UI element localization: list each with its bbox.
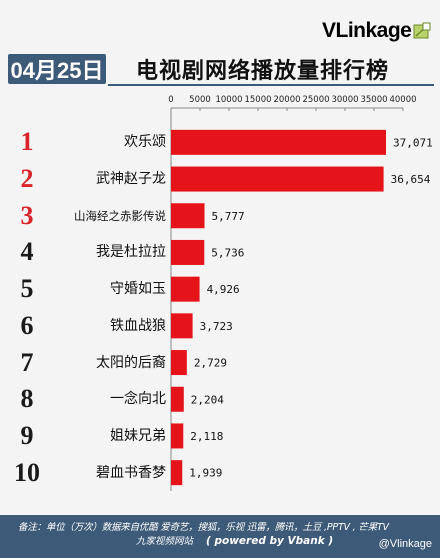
date-badge: 04月25日 (8, 54, 106, 84)
rank-number: 6 (20, 310, 34, 340)
rank-number: 5 (20, 274, 34, 304)
bar-value-label: 4,926 (207, 283, 240, 296)
bar (171, 386, 184, 412)
bar (171, 276, 200, 302)
x-tick-label: 10000 (215, 95, 242, 105)
x-tick-label: 30000 (331, 95, 358, 105)
bar (171, 460, 183, 486)
bar-value-label: 5,777 (212, 210, 245, 223)
bar (171, 423, 184, 449)
category-label: 铁血战狼 (110, 317, 166, 334)
bar-value-label: 37,071 (393, 136, 433, 149)
bar (171, 166, 384, 192)
bar-value-label: 2,729 (194, 357, 227, 370)
category-label: 姐妹兄弟 (110, 427, 166, 444)
category-label: 碧血书香梦 (96, 464, 166, 481)
footer-note-line2: 九家视频网站 ( powered by Vbank ) (136, 533, 333, 547)
category-label: 山海经之赤影传说 (74, 208, 166, 223)
rank-number: 7 (20, 347, 34, 377)
bar-value-label: 1,939 (189, 467, 222, 480)
brand-logo: VLinkage (322, 18, 431, 44)
watermark: @Vlinkage (378, 538, 432, 550)
x-tick-label: 15000 (244, 95, 271, 105)
rank-number: 3 (20, 200, 34, 230)
footer-source: 九家视频网站 (136, 536, 194, 547)
brand-logo-text: VLinkage (322, 19, 412, 42)
category-label: 我是杜拉拉 (96, 244, 166, 261)
category-label: 太阳的后裔 (96, 354, 166, 371)
x-tick-label: 5000 (189, 95, 211, 105)
x-tick-label: 0 (168, 95, 173, 105)
x-tick-label: 40000 (389, 95, 416, 105)
rank-number: 10 (14, 457, 40, 487)
rank-number: 4 (20, 237, 34, 267)
bar (171, 313, 193, 339)
bar (171, 203, 205, 229)
bar (171, 239, 205, 265)
footer-bar: 备注：单位（万次）数据来自优酷 爱奇艺，搜狐，乐视 迅雷，腾讯，土豆 ,PPTV… (0, 515, 440, 558)
logo-leaf-icon (413, 22, 431, 39)
category-label: 一念向北 (110, 391, 166, 408)
rank-number: 2 (20, 164, 34, 194)
category-label: 欢乐颂 (124, 134, 166, 151)
bar-value-label: 5,736 (211, 246, 244, 259)
x-tick-label: 35000 (360, 95, 387, 105)
rank-number: 8 (20, 384, 34, 414)
category-label: 武神赵子龙 (96, 171, 166, 188)
bar-value-label: 3,723 (200, 320, 233, 333)
footer-powered: ( powered by Vbank ) (206, 535, 334, 547)
bar-value-label: 2,204 (191, 393, 224, 406)
bar (171, 350, 187, 376)
bar-chart: 0 5000 10000 15000 20000 25000 30000 35000 40000… (168, 95, 433, 491)
title-underline (108, 84, 434, 86)
footer-note: 备注：单位（万次）数据来自优酷 爱奇艺，搜狐，乐视 迅雷，腾讯，土豆 ,PPTV… (18, 522, 389, 533)
bar-value-label: 36,654 (391, 173, 431, 186)
page-title: 电视剧网络播放量排行榜 (136, 59, 390, 84)
category-label: 守婚如玉 (110, 281, 166, 298)
bar (171, 129, 387, 155)
rank-number: 9 (20, 420, 34, 450)
x-tick-label: 20000 (273, 95, 300, 105)
rank-number: 1 (20, 127, 34, 157)
x-tick-label: 25000 (302, 95, 329, 105)
bar-value-label: 2,118 (190, 430, 223, 443)
